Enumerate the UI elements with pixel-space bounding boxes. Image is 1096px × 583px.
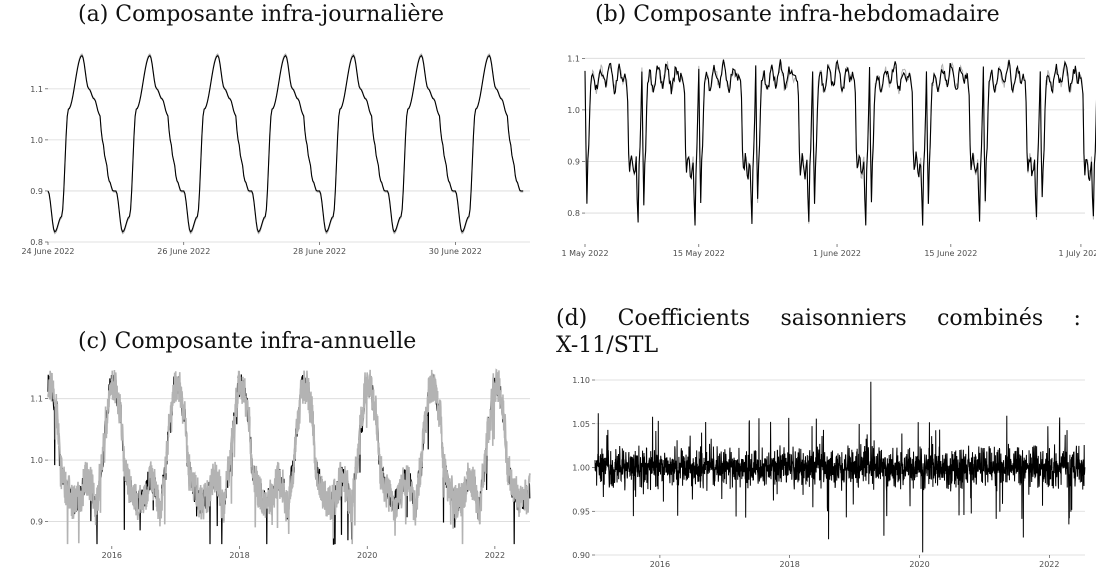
- y-tick-label: 0.9: [30, 517, 43, 526]
- chart-c-title: (c) Composante infra-annuelle: [78, 329, 417, 354]
- x-tick-label: 1 May 2022: [561, 249, 608, 258]
- x-tick-label: 1 June 2022: [813, 249, 861, 258]
- x-tick-label: 2016: [650, 560, 670, 569]
- chart-d-title-word: :: [1073, 306, 1081, 331]
- x-tick-label: 2016: [102, 551, 122, 560]
- y-tick-label: 1.05: [572, 420, 590, 429]
- x-tick-label: 2018: [229, 551, 249, 560]
- chart-d-title-word: (d): [556, 306, 588, 331]
- chart-a: 0.8 0.9 1.0 1.1 24 June 2022 26 June 2022 28 J…: [21, 53, 530, 256]
- x-tick-label: 26 June 2022: [157, 247, 210, 256]
- chart-d-title-word: combinés: [937, 306, 1044, 331]
- series-line: [594, 381, 1086, 553]
- x-tick-label: 2022: [1039, 560, 1059, 569]
- chart-b-title: (b) Composante infra-hebdomadaire: [595, 2, 1000, 27]
- x-tick-label: 2020: [357, 551, 377, 560]
- y-tick-label: 0.8: [567, 209, 580, 218]
- y-tick-label: 1.00: [572, 464, 590, 473]
- x-tick-label: 15 May 2022: [673, 249, 725, 258]
- y-tick-label: 0.95: [572, 507, 590, 516]
- y-tick-label: 1.1: [567, 54, 580, 63]
- y-tick-label: 1.0: [30, 456, 43, 465]
- y-tick-label: 1.0: [567, 106, 580, 115]
- y-tick-label: 1.1: [30, 395, 43, 404]
- series-line: [584, 59, 1096, 226]
- y-tick-label: 0.90: [572, 551, 590, 560]
- x-tick-label: 28 June 2022: [293, 247, 346, 256]
- x-tick-label: 1 July 2022: [1058, 249, 1096, 258]
- chart-b: 0.8 0.9 1.0 1.1 1 May 2022 15 May 2022 1 June …: [561, 54, 1096, 258]
- x-tick-label: 15 June 2022: [924, 249, 977, 258]
- x-tick-label: 2022: [485, 551, 505, 560]
- chart-d-title-line1: (d) Coefficients saisonniers combinés :: [556, 306, 1081, 331]
- y-tick-label: 0.9: [30, 187, 43, 196]
- y-tick-label: 0.8: [30, 238, 43, 247]
- y-tick-label: 0.9: [567, 157, 580, 166]
- series-line: [47, 368, 531, 545]
- y-tick-label: 1.0: [30, 136, 43, 145]
- chart-d-title-word: Coefficients: [617, 306, 751, 331]
- chart-c: 0.9 1.0 1.1 2016 2018 2020 2022: [30, 368, 531, 560]
- chart-d-title-line2: X-11/STL: [556, 333, 659, 358]
- x-tick-label: 24 June 2022: [21, 247, 74, 256]
- chart-d-title-word: saisonniers: [780, 306, 907, 331]
- chart-a-title: (a) Composante infra-journalière: [78, 2, 445, 27]
- x-tick-label: 2018: [780, 560, 800, 569]
- chart-d: 0.90 0.95 1.00 1.05 1.10 2016 2018 2020 2022: [572, 376, 1086, 569]
- y-tick-label: 1.1: [30, 85, 43, 94]
- x-tick-label: 2020: [909, 560, 929, 569]
- series-line: [47, 54, 524, 233]
- y-tick-label: 1.10: [572, 376, 590, 385]
- x-tick-label: 30 June 2022: [429, 247, 482, 256]
